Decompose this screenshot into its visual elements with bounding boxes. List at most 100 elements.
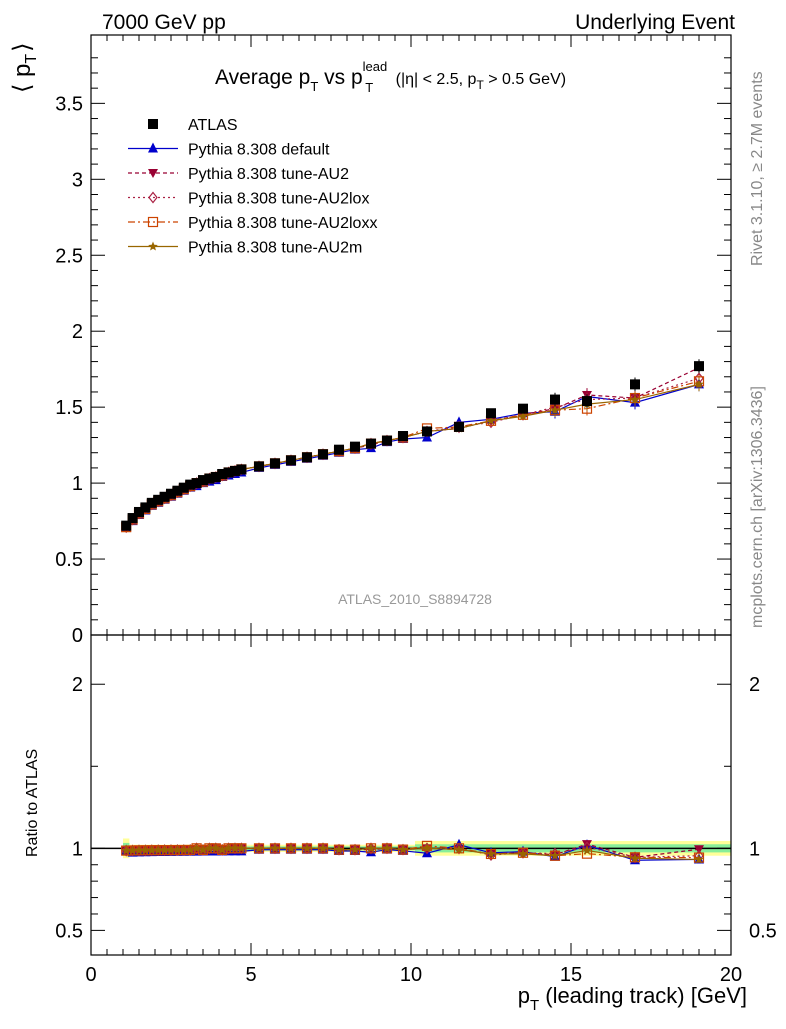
data-point [382,435,392,446]
x-tick-label: 0 [85,964,96,986]
y-tick-label: 2.5 [55,245,83,267]
ratio-point [121,845,131,855]
ratio-point [453,843,465,854]
legend-label: Pythia 8.308 tune-AU2 [188,166,349,183]
series-line [125,380,700,528]
y-tick-label: 0.5 [55,549,83,571]
ratio-point [127,845,138,855]
ratio-tick-label-right: 2 [749,674,760,696]
ratio-point [694,854,704,864]
ratio-tick-label-left: 1 [72,838,83,860]
data-point [254,461,264,472]
data-point [486,408,496,419]
rivet-label: Rivet 3.1.10, ≥ 2.7M events [749,71,766,266]
ratio-point [211,843,221,853]
series-default [121,377,704,532]
ratio-point [134,845,144,855]
data-point [694,361,704,372]
ratio-point [382,843,392,853]
ratio-point [302,843,312,853]
legend-label: Pythia 8.308 tune-AU2lox [188,191,369,208]
data-point [286,455,296,466]
data-point [550,405,560,415]
ratio-point [422,843,432,853]
data-point [302,452,312,463]
y-tick-label: 1 [72,473,83,495]
legend-label: Pythia 8.308 tune-AU2m [188,240,362,257]
ratio-panel: 0 5 10 15 20 0.5 0.5 1 1 2 2 [55,634,777,986]
data-point [191,478,202,489]
data-point [630,394,640,404]
y-tick-label: 3 [72,169,83,191]
data-point [230,465,240,476]
y-tick-label: 0 [72,625,83,647]
ratio-point [350,844,360,854]
ratio-point [185,845,195,854]
ratio-point [517,847,529,858]
legend-label: ATLAS [188,117,238,134]
ratio-point [454,844,464,854]
data-point [694,379,704,389]
data-point [350,441,360,452]
y-tick-label: 3.5 [55,93,83,115]
ratio-point [166,845,176,855]
ratio-point [366,843,376,853]
ratio-point [270,843,280,853]
ratio-point [398,844,408,854]
ratio-point [223,843,234,853]
legend-marker [148,191,158,204]
ratio-tick-label-right: 0.5 [749,920,777,942]
x-tick-label: 5 [245,964,256,986]
x-tick-label: 10 [400,964,422,986]
legend-marker [148,169,158,178]
ratio-point [318,843,328,853]
ratio-point [486,849,496,858]
data-point [159,491,170,502]
x-axis-label: pT (leading track) [GeV] [518,983,747,1014]
ratio-point [254,843,264,853]
ratio-point [550,850,560,860]
ratio-point [694,845,704,855]
ratio-point [140,845,151,855]
series-line [125,377,700,528]
svg-text:pT (leading track) [GeV]: pT (leading track) [GeV] [518,983,747,1014]
data-point [134,506,144,517]
legend-label: Pythia 8.308 tune-AU2loxx [188,215,377,232]
y-tick-label: 1.5 [55,397,83,419]
main-frame [90,34,732,636]
ratio-series-au2m [121,843,704,864]
data-point [140,502,151,513]
legend-marker [148,119,158,129]
legend-item-au2: Pythia 8.308 tune-AU2 [128,166,349,183]
chart-title: Average pT vs plead T (|η| < 2.5, pT > 0.… [215,59,566,95]
legend-item-au2lox: Pythia 8.308 tune-AU2lox [128,191,369,208]
series-line [125,383,700,528]
data-point [217,468,228,479]
data-point [486,415,496,425]
ratio-axis-label: Ratio to ATLAS [24,749,41,857]
series-line [125,367,700,528]
svg-text:⟨ pT⟩: ⟨ pT⟩ [9,42,40,93]
data-point [172,485,183,496]
series-au2loxx [121,374,705,533]
ratio-tick-label-left: 2 [72,674,83,696]
data-point [398,431,408,442]
data-point [198,475,208,486]
legend-item-au2m: Pythia 8.308 tune-AU2m [128,240,362,257]
data-point [630,379,640,390]
ratio-tick-label-right: 1 [749,838,760,860]
ratio-point [217,844,227,854]
ratio-point [630,853,640,863]
series-au2lox [121,371,704,534]
y-tick-label: 2 [72,321,83,343]
ratio-point [286,843,296,853]
ratio-tick-label-left: 0.5 [55,920,83,942]
legend-item-default: Pythia 8.308 default [128,142,330,159]
x-tick-label: 20 [720,964,742,986]
ratio-frame [90,634,732,956]
main-panel: 0 0.5 1 1.5 2 2.5 3 3.5 [55,34,732,647]
y-axis-label: ⟨ pT⟩ [9,42,40,93]
data-point [223,467,234,478]
